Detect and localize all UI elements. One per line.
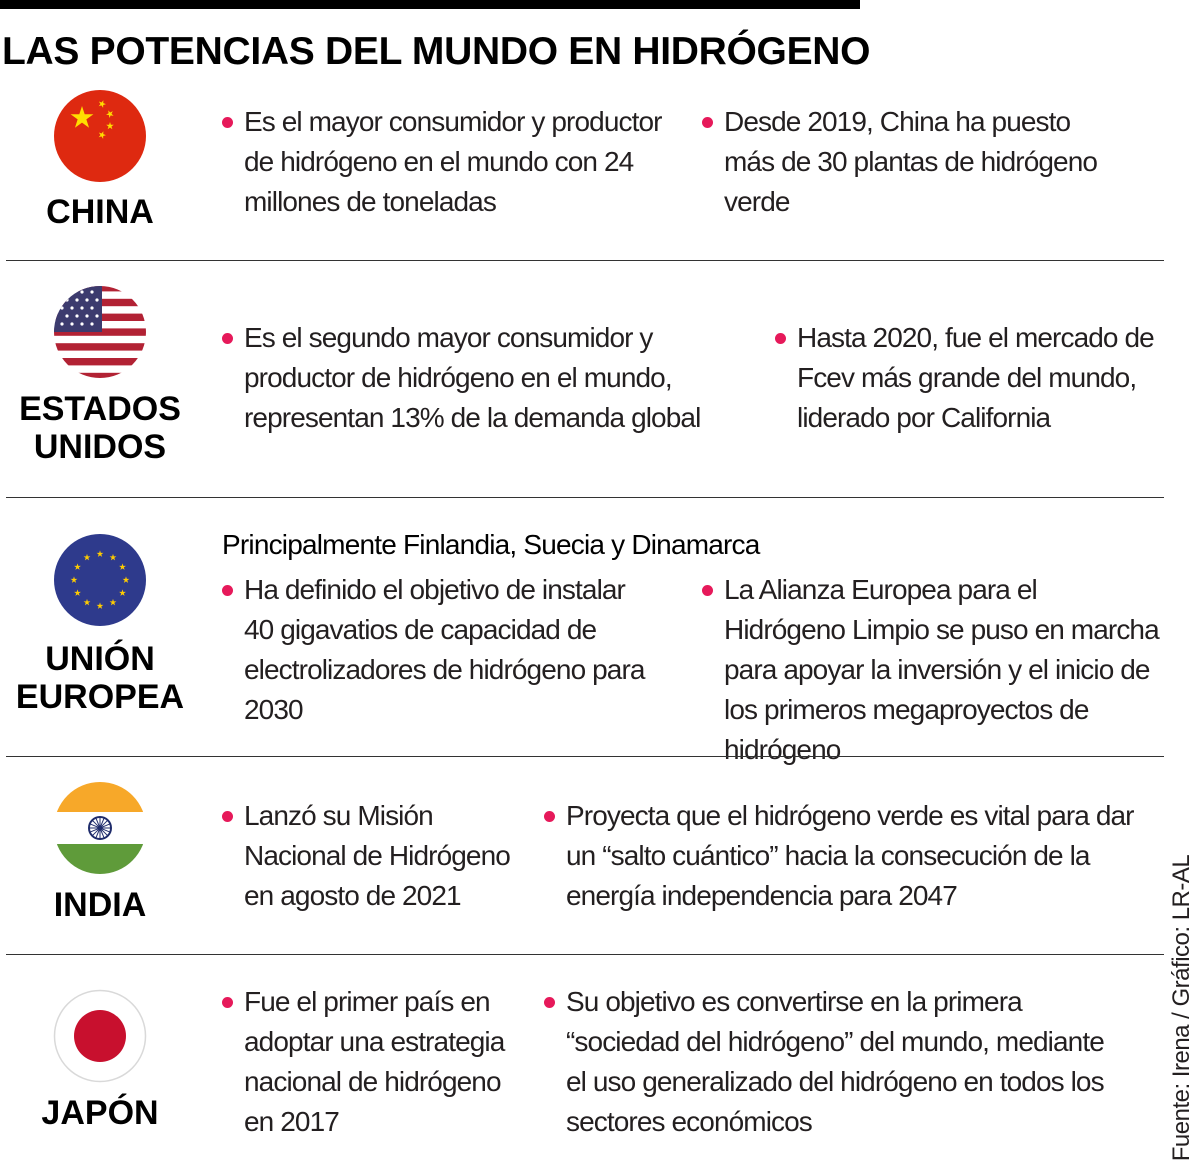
country-name-eu: UNIÓN EUROPEA <box>15 640 185 716</box>
usa-bullet-1: Es el segundo mayor consumidor y product… <box>222 318 759 438</box>
bullet-dot <box>702 117 713 128</box>
country-name-usa: ESTADOS UNIDOS <box>19 390 181 466</box>
country-name-japan: JAPÓN <box>41 1094 159 1132</box>
bullet-dot <box>222 997 233 1008</box>
bullet-dot <box>702 585 713 596</box>
bullet-dot <box>544 811 555 822</box>
india-bullet-2: Proyecta que el hidrógeno verde es vital… <box>544 796 1156 916</box>
bullet-dot <box>222 117 233 128</box>
row-divider <box>6 954 1164 955</box>
eu-bullet-1: Ha definido el objetivo de instalar 40 g… <box>222 570 654 730</box>
eu-subheading: Principalmente Finlandia, Suecia y Dinam… <box>222 529 760 560</box>
eu-bullet-2: La Alianza Europea para el Hidrógeno Lim… <box>702 570 1164 770</box>
row-divider <box>6 260 1164 261</box>
japan-bullet-2: Su objetivo es convertirse en la primera… <box>544 982 1126 1142</box>
top-rule <box>0 0 860 9</box>
china-flag-icon <box>52 88 148 184</box>
china-bullet-1: Es el mayor consumidor y productor de hi… <box>222 102 664 222</box>
india-bullet-1: Lanzó su Misión Nacional de Hidrógeno en… <box>222 796 514 916</box>
china-bullet-2: Desde 2019, China ha puesto más de 30 pl… <box>702 102 1124 222</box>
india-flag-icon <box>52 780 148 876</box>
japan-flag-icon <box>52 988 148 1084</box>
country-name-india: INDIA <box>53 886 147 924</box>
bullet-dot <box>222 333 233 344</box>
japan-bullet-1: Fue el primer país en adoptar una estrat… <box>222 982 514 1142</box>
bullet-dot <box>775 333 786 344</box>
bullet-dot <box>222 585 233 596</box>
usa-bullet-2: Hasta 2020, fue el mercado de Fcev más g… <box>775 318 1177 438</box>
source-credit: Fuente: Irena / Gráfico: LR-AL <box>1168 854 1195 1162</box>
bullet-dot <box>222 811 233 822</box>
row-divider <box>6 497 1164 498</box>
bullet-dot <box>544 997 555 1008</box>
page-title: LAS POTENCIAS DEL MUNDO EN HIDRÓGENO <box>2 30 871 73</box>
country-name-china: CHINA <box>46 193 154 231</box>
usa-flag-icon <box>52 284 148 380</box>
eu-flag-icon <box>52 532 148 628</box>
row-divider <box>6 756 1164 757</box>
